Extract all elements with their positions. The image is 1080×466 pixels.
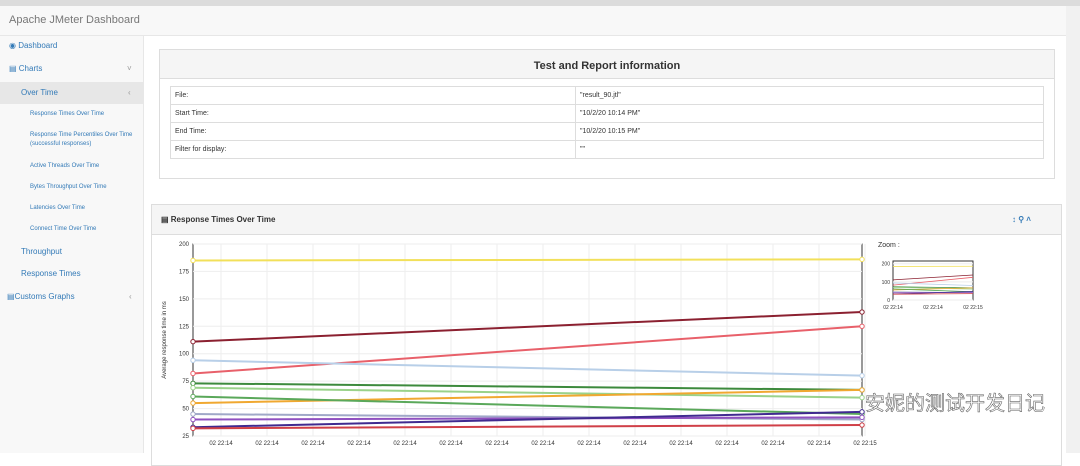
series-line — [193, 326, 862, 373]
point — [860, 395, 864, 399]
x-tick-label: 02 22:14 — [715, 441, 739, 447]
zoom-series-line — [893, 275, 973, 280]
point — [191, 386, 195, 390]
point — [860, 373, 864, 377]
point — [191, 258, 195, 262]
x-tick-label: 02 22:14 — [531, 441, 555, 447]
point — [860, 410, 864, 414]
y-axis-label: Average response time in ms — [162, 301, 168, 379]
zoom-y-tick-label: 200 — [882, 262, 891, 268]
point — [191, 381, 195, 385]
point — [191, 412, 195, 416]
x-tick-label: 02 22:14 — [807, 441, 831, 447]
plot-area — [193, 244, 862, 436]
point — [860, 423, 864, 427]
x-tick-label: 02 22:14 — [439, 441, 463, 447]
y-tick-label: 125 — [179, 324, 190, 330]
x-tick-label: 02 22:14 — [485, 441, 509, 447]
y-tick-label: 100 — [179, 352, 190, 358]
zoom-x-tick-label: 02 22:15 — [963, 305, 983, 311]
point — [191, 394, 195, 398]
point — [860, 415, 864, 419]
y-tick-label: 150 — [179, 297, 190, 303]
zoom-y-tick-label: 100 — [882, 280, 891, 286]
point — [860, 388, 864, 392]
series-line — [193, 312, 862, 342]
x-tick-label: 02 22:14 — [209, 441, 233, 447]
point — [860, 324, 864, 328]
point — [191, 426, 195, 430]
x-tick-label: 02 22:15 — [853, 441, 877, 447]
x-tick-label: 02 22:14 — [255, 441, 279, 447]
x-tick-label: 02 22:14 — [623, 441, 647, 447]
zoom-label: Zoom : — [878, 242, 900, 249]
zoom-series-line — [893, 289, 973, 292]
zoom-x-tick-label: 02 22:14 — [923, 305, 943, 311]
y-tick-label: 75 — [182, 379, 189, 385]
x-tick-label: 02 22:14 — [393, 441, 417, 447]
y-tick-label: 200 — [179, 242, 190, 248]
point — [191, 401, 195, 405]
chart: Average response time in ms Zoom : 25 50 7… — [0, 0, 1080, 453]
series-line — [193, 360, 862, 375]
point — [191, 371, 195, 375]
point — [860, 310, 864, 314]
x-tick-label: 02 22:14 — [577, 441, 601, 447]
zoom-x-tick-label: 02 22:14 — [883, 305, 903, 311]
series-line — [193, 397, 862, 415]
point — [191, 339, 195, 343]
y-tick-label: 175 — [179, 269, 190, 275]
x-tick-label: 02 22:14 — [669, 441, 693, 447]
watermark: 安妮的测试开发日记 — [865, 392, 1045, 415]
x-tick-label: 02 22:14 — [347, 441, 371, 447]
point — [860, 257, 864, 261]
x-tick-label: 02 22:14 — [761, 441, 785, 447]
point — [191, 358, 195, 362]
zoom-series-line — [893, 294, 973, 295]
zoom-y-tick-label: 0 — [887, 298, 890, 304]
y-tick-label: 25 — [182, 434, 189, 440]
series-line — [193, 259, 862, 260]
y-tick-label: 50 — [182, 407, 189, 413]
point — [191, 417, 195, 421]
x-tick-label: 02 22:14 — [301, 441, 325, 447]
page: Apache JMeter Dashboard ◉ Dashboard ▤ Ch… — [0, 0, 1080, 453]
